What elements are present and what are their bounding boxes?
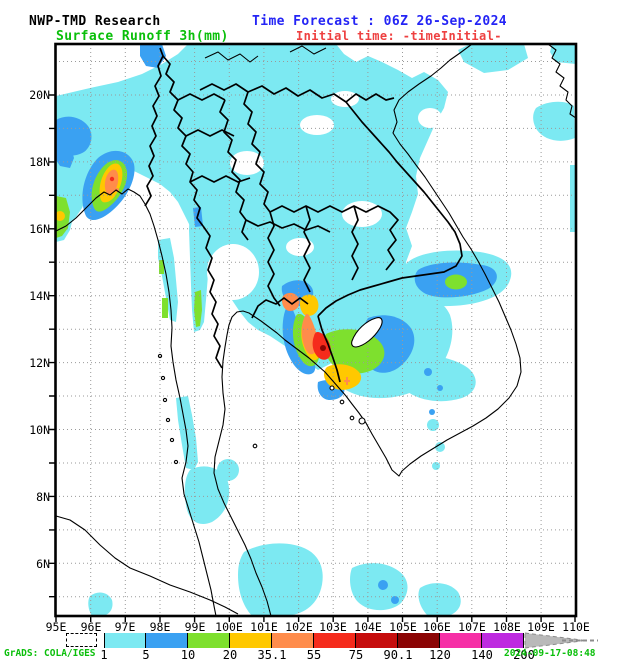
- colorbar-overflow-arrow: [524, 632, 598, 649]
- colorbar-value: 75: [348, 648, 364, 660]
- province-boundaries: [144, 47, 463, 383]
- colorbar-value: 20: [222, 648, 238, 660]
- initial-time-label: Initial time: -timeInitial-: [296, 29, 502, 43]
- colorbar-value: 140: [471, 648, 493, 660]
- lon-label: 100E: [215, 620, 243, 634]
- colorbar-segment: [104, 633, 146, 648]
- organization-title: NWP-TMD Research: [29, 14, 161, 29]
- colorbar-value: 10: [180, 648, 196, 660]
- runoff-shading-white-gaps: [207, 91, 442, 300]
- colorbar-segment: [356, 633, 398, 648]
- colorbar-value: 120: [429, 648, 451, 660]
- tonle-sap-lake: [351, 317, 383, 348]
- lon-label: 105E: [389, 620, 417, 634]
- lat-label: 16N: [29, 222, 50, 236]
- lon-label: 108E: [493, 620, 521, 634]
- lon-label: 102E: [285, 620, 313, 634]
- colorbar-value: 55: [306, 648, 322, 660]
- lon-label: 96E: [80, 620, 102, 634]
- border-squiggles: [204, 45, 327, 63]
- lon-label: 98E: [149, 620, 171, 634]
- lat-label: 20N: [29, 88, 50, 102]
- lon-label: 104E: [354, 620, 382, 634]
- lat-label: 6N: [36, 557, 50, 571]
- lon-label: 97E: [114, 620, 136, 634]
- grads-credit: GrADS: COLA/IGES: [4, 648, 96, 659]
- runoff-shading-darkred: [320, 345, 326, 351]
- lon-label: 95E: [45, 620, 67, 634]
- forecast-time-label: Time Forecast : 06Z 26-Sep-2024: [252, 14, 508, 29]
- colorbar-segment: [482, 633, 524, 648]
- colorbar-segment: [398, 633, 440, 648]
- colorbar-segment: [230, 633, 272, 648]
- colorbar-segment: [272, 633, 314, 648]
- lon-label: 109E: [527, 620, 555, 634]
- axis-ticks: [49, 94, 576, 622]
- colorbar-below-min-box: [66, 633, 97, 647]
- colorbar-value: 1: [100, 648, 108, 660]
- product-title: Surface Runoff 3h(mm): [56, 29, 229, 44]
- coastlines: [55, 44, 576, 616]
- colorbar-value: 90.1: [383, 648, 413, 660]
- lat-label: 8N: [36, 490, 50, 504]
- lon-label: 101E: [250, 620, 278, 634]
- lon-label: 106E: [423, 620, 451, 634]
- colorbar-segment: [314, 633, 356, 648]
- colorbar-segment: [188, 633, 230, 648]
- lon-label: 107E: [458, 620, 486, 634]
- lat-label: 14N: [29, 289, 50, 303]
- colorbar-segment: [146, 633, 188, 648]
- colorbar-segment: [440, 633, 482, 648]
- creation-timestamp: 2024-09-17-08:48: [504, 648, 596, 659]
- lon-label: 103E: [319, 620, 347, 634]
- lat-label: 18N: [29, 155, 50, 169]
- lat-label: 12N: [29, 356, 50, 370]
- graticule-grid: [55, 44, 576, 616]
- lat-label: 10N: [29, 423, 50, 437]
- lon-label: 99E: [184, 620, 206, 634]
- colorbar-value: 200: [513, 648, 535, 660]
- lon-label: 110E: [562, 620, 590, 634]
- colorbar-value: 5: [142, 648, 150, 660]
- colorbar-value: 35.1: [257, 648, 287, 660]
- map-frame: [54, 42, 578, 618]
